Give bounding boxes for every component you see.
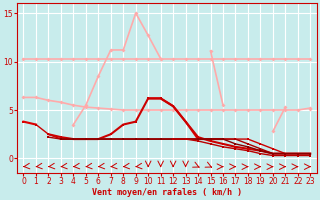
X-axis label: Vent moyen/en rafales ( km/h ): Vent moyen/en rafales ( km/h ): [92, 188, 242, 197]
